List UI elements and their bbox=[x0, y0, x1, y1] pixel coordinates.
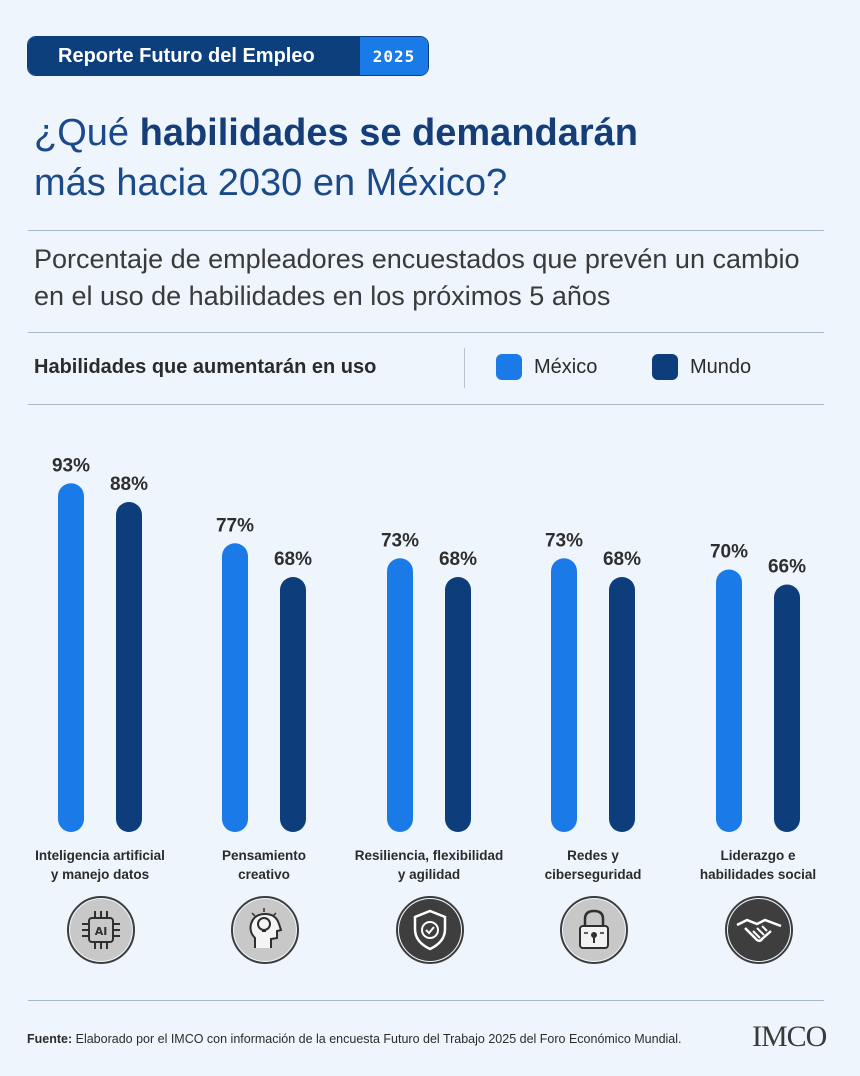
title-bold: habilidades se demandarán bbox=[139, 112, 639, 154]
legend-item-mundo: Mundo bbox=[652, 354, 751, 380]
chart-subtitle: Porcentaje de empleadores encuestados qu… bbox=[34, 244, 800, 311]
divider-legend-bottom bbox=[28, 404, 824, 405]
creative-head-lightbulb-icon bbox=[231, 896, 299, 964]
category-label-line: habilidades social bbox=[699, 867, 817, 882]
ai-chip-icon: AI bbox=[67, 896, 135, 964]
bar-chart: 93% 88% 77% 68% 73% 68% 73% 68% 70% 66% bbox=[52, 455, 806, 832]
bar-mexico-3 bbox=[387, 558, 413, 832]
value-label-mundo-4: 68% bbox=[603, 549, 641, 570]
report-badge-year: 2025 bbox=[360, 37, 428, 75]
category-label-line: y manejo datos bbox=[50, 867, 150, 882]
report-badge: Reporte Futuro del Empleo 2025 bbox=[27, 36, 429, 76]
footer-source: Fuente: Elaborado por el IMCO con inform… bbox=[27, 1032, 747, 1046]
value-label-mexico-5: 70% bbox=[710, 542, 748, 563]
handshake-icon bbox=[725, 896, 793, 964]
value-label-mundo-3: 68% bbox=[439, 549, 477, 570]
bar-mexico-1 bbox=[58, 483, 84, 832]
category-label-line: ciberseguridad bbox=[544, 867, 642, 882]
page-title: ¿Qué habilidades se demandarán más hacia… bbox=[34, 108, 834, 208]
category-label-4: Redes y ciberseguridad bbox=[503, 846, 683, 884]
footer-text: Elaborado por el IMCO con información de… bbox=[72, 1032, 682, 1046]
legend-item-mexico: México bbox=[496, 354, 597, 380]
value-label-mexico-3: 73% bbox=[381, 530, 419, 551]
divider-top bbox=[28, 230, 824, 231]
legend-title: Habilidades que aumentarán en uso bbox=[34, 356, 377, 378]
bar-mundo-4 bbox=[609, 577, 635, 832]
padlock-icon bbox=[560, 896, 628, 964]
category-label-3: Resiliencia, flexibilidad y agilidad bbox=[339, 846, 519, 884]
report-badge-title: Reporte Futuro del Empleo bbox=[28, 37, 360, 75]
ai-chip-text: AI bbox=[95, 925, 108, 938]
category-label-line: Redes y bbox=[567, 848, 619, 863]
shield-check-icon bbox=[396, 896, 464, 964]
legend-swatch-mexico bbox=[496, 354, 522, 380]
legend-separator bbox=[464, 348, 465, 388]
legend-label-mexico: México bbox=[534, 355, 598, 378]
value-label-mundo-5: 66% bbox=[768, 557, 806, 578]
category-label-line: Resiliencia, flexibilidad bbox=[354, 848, 504, 863]
category-label-1: Inteligencia artificial y manejo datos bbox=[10, 846, 190, 884]
legend-swatch-mundo bbox=[652, 354, 678, 380]
category-label-line: y agilidad bbox=[397, 867, 461, 882]
value-label-mexico-1: 93% bbox=[52, 455, 90, 476]
footer-label: Fuente: bbox=[27, 1032, 73, 1046]
bar-mundo-1 bbox=[116, 502, 142, 832]
divider-footer bbox=[28, 1000, 824, 1001]
bar-mundo-3 bbox=[445, 577, 471, 832]
category-label-5: Liderazgo e habilidades social bbox=[668, 846, 848, 884]
legend: Habilidades que aumentarán en uso México… bbox=[34, 348, 824, 392]
category-label-line: Inteligencia artificial bbox=[35, 848, 165, 863]
category-label-2: Pensamiento creativo bbox=[174, 846, 354, 884]
value-label-mundo-1: 88% bbox=[110, 474, 148, 495]
category-label-line: Pensamiento bbox=[221, 848, 307, 863]
title-prefix: ¿Qué bbox=[34, 112, 140, 154]
bar-mexico-5 bbox=[716, 569, 742, 832]
imco-logo: IMCO bbox=[752, 1020, 827, 1053]
value-label-mundo-2: 68% bbox=[274, 549, 312, 570]
category-label-line: creativo bbox=[238, 867, 290, 882]
divider-legend-top bbox=[28, 332, 824, 333]
value-label-mexico-2: 77% bbox=[216, 515, 254, 536]
bar-mundo-5 bbox=[774, 584, 800, 832]
bar-mexico-2 bbox=[222, 543, 248, 832]
category-label-line: Liderazgo e bbox=[720, 848, 796, 863]
legend-label-mundo: Mundo bbox=[690, 355, 752, 378]
bar-mexico-4 bbox=[551, 558, 577, 832]
title-line2: más hacia 2030 en México? bbox=[34, 162, 508, 204]
value-label-mexico-4: 73% bbox=[545, 530, 583, 551]
bar-mundo-2 bbox=[280, 577, 306, 832]
